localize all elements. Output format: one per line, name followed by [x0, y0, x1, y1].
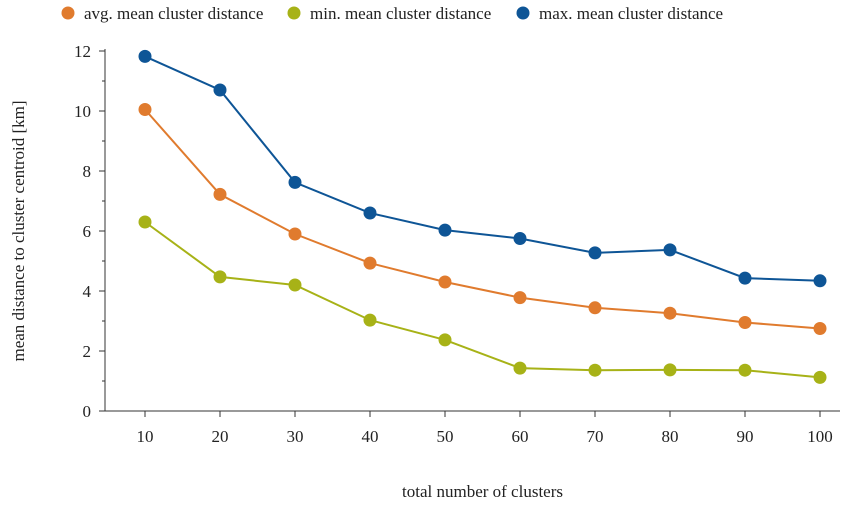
- y-tick-label: 4: [83, 282, 92, 301]
- series-line: [144, 55, 821, 282]
- data-point: [438, 275, 452, 289]
- data-point: [288, 227, 302, 241]
- data-point: [588, 301, 602, 315]
- x-axis-title: total number of clusters: [402, 482, 563, 501]
- chart-axes: [104, 49, 840, 412]
- data-point: [213, 270, 227, 284]
- data-point: [213, 187, 227, 201]
- x-tick-label: 40: [362, 427, 379, 446]
- data-point: [663, 363, 677, 377]
- data-point: [813, 274, 827, 288]
- x-tick-label: 30: [287, 427, 304, 446]
- data-point: [213, 83, 227, 97]
- data-point: [738, 271, 752, 285]
- x-tick-label: 100: [807, 427, 833, 446]
- legend-label: avg. mean cluster distance: [84, 4, 263, 23]
- x-tick-label: 70: [587, 427, 604, 446]
- legend-label: max. mean cluster distance: [539, 4, 723, 23]
- series-layer: [138, 49, 827, 384]
- data-point: [738, 316, 752, 329]
- data-point: [138, 215, 152, 229]
- legend-label: min. mean cluster distance: [310, 4, 491, 23]
- legend-marker: [516, 6, 530, 20]
- y-tick-label: 12: [74, 42, 91, 61]
- data-point: [138, 103, 152, 116]
- data-point: [513, 232, 527, 245]
- data-point: [438, 223, 452, 237]
- x-tick-label: 80: [662, 427, 679, 446]
- data-point: [813, 370, 827, 384]
- y-tick-label: 0: [83, 402, 92, 421]
- series-2: [138, 215, 827, 384]
- data-point: [588, 246, 602, 260]
- series-1: [138, 103, 827, 335]
- data-point: [288, 278, 302, 292]
- data-point: [513, 291, 527, 305]
- x-axis-ticks: 10 20 30 40 50 60 70 80 90 100: [137, 411, 833, 446]
- data-point: [588, 363, 602, 377]
- y-axis-title: mean distance to cluster centroid [km]: [9, 100, 28, 361]
- chart-legend: avg. mean cluster distance min. mean clus…: [61, 4, 723, 23]
- data-point: [738, 363, 752, 377]
- data-point: [363, 206, 377, 220]
- y-tick-label: 10: [74, 102, 91, 121]
- data-point: [663, 243, 677, 257]
- x-tick-label: 50: [437, 427, 454, 446]
- legend-marker: [287, 6, 301, 20]
- data-point: [513, 361, 527, 375]
- x-tick-label: 60: [512, 427, 529, 446]
- data-point: [438, 333, 452, 347]
- data-point: [813, 322, 827, 335]
- legend-item: avg. mean cluster distance: [61, 4, 263, 23]
- y-axis-ticks: 0 2 4 6 8 10 12: [74, 42, 105, 421]
- x-tick-label: 10: [137, 427, 154, 446]
- data-point: [288, 175, 302, 189]
- y-tick-label: 8: [83, 162, 92, 181]
- y-tick-label: 2: [83, 342, 92, 361]
- data-point: [663, 306, 677, 320]
- x-tick-label: 20: [212, 427, 229, 446]
- y-tick-label: 6: [83, 222, 92, 241]
- legend-item: min. mean cluster distance: [287, 4, 491, 23]
- legend-marker: [61, 6, 75, 20]
- data-point: [363, 313, 377, 327]
- data-point: [363, 256, 377, 270]
- x-tick-label: 90: [737, 427, 754, 446]
- series-3: [138, 49, 827, 288]
- legend-item: max. mean cluster distance: [516, 4, 723, 23]
- series-line: [144, 108, 821, 330]
- data-point: [138, 49, 152, 63]
- series-line: [144, 221, 821, 379]
